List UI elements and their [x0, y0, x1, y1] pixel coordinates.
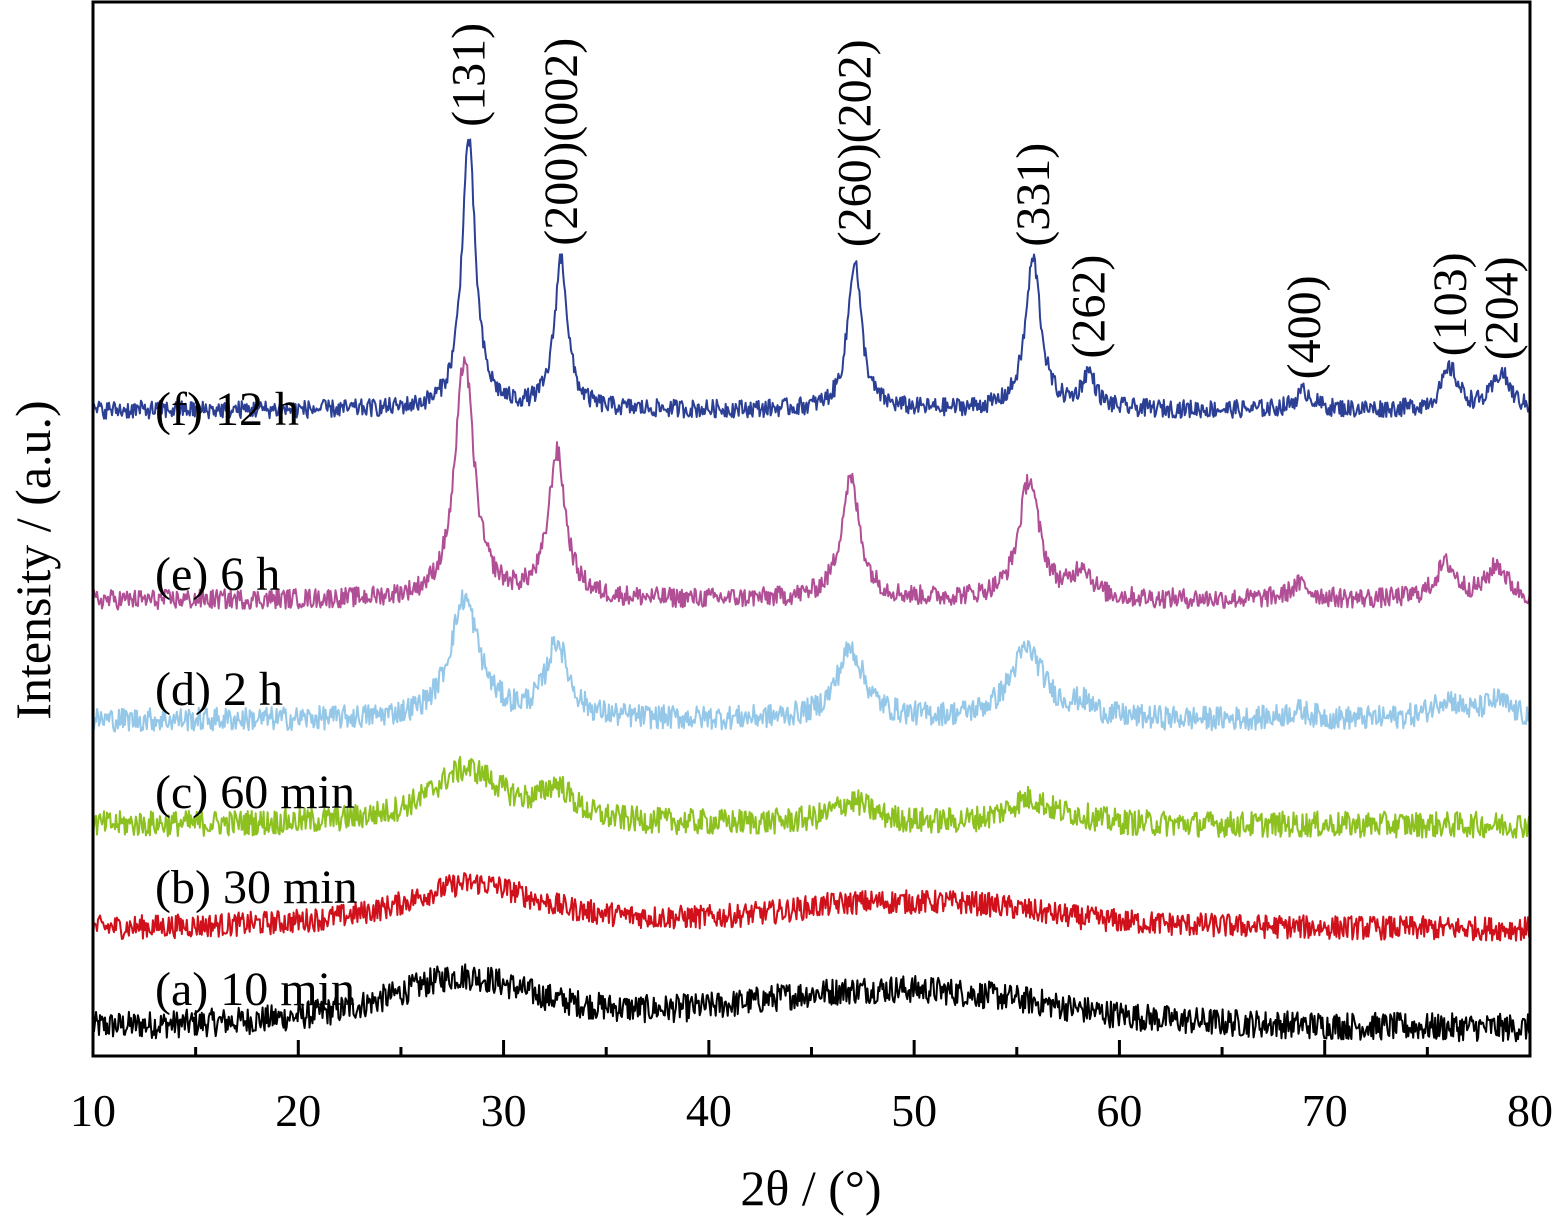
x-axis-title: 2θ / (°)	[740, 1160, 881, 1216]
series-label-1: (b) 30 min	[155, 861, 358, 914]
series-line-4	[92, 356, 1531, 611]
peak-label-1: (200)(002)	[535, 38, 588, 246]
peak-label-7: (204)	[1475, 256, 1528, 360]
x-tick-label-3: 40	[686, 1085, 732, 1136]
x-tick-label-6: 70	[1302, 1085, 1348, 1136]
x-axis-ticks: 10 20 30 40 50 60 70 80	[70, 1040, 1553, 1136]
x-tick-label-7: 80	[1507, 1085, 1553, 1136]
series-label-0: (a) 10 min	[155, 963, 355, 1016]
series-labels: (a) 10 min (b) 30 min (c) 60 min (d) 2 h (e)…	[155, 383, 358, 1016]
y-axis-title: Intensity / (a.u.)	[5, 400, 61, 719]
series-line-5	[92, 138, 1531, 420]
peak-label-4: (262)	[1063, 255, 1116, 359]
series-line-1	[92, 872, 1531, 942]
x-tick-label-2: 30	[481, 1085, 527, 1136]
peak-label-2: (260)(202)	[829, 39, 882, 247]
peak-labels: (131) (200)(002) (260)(202) (331)(262) (400)…	[443, 23, 1529, 380]
series-line-2	[92, 755, 1531, 839]
x-tick-label-5: 60	[1096, 1085, 1142, 1136]
peak-label-0: (131)	[443, 23, 496, 127]
series-label-3: (d) 2 h	[155, 663, 283, 716]
series-label-5: (f) 12 h	[155, 383, 299, 436]
series-line-0	[92, 963, 1531, 1043]
x-tick-label-4: 50	[891, 1085, 937, 1136]
peak-label-5: (400)	[1278, 275, 1331, 379]
peak-label-3: (331)	[1007, 143, 1060, 247]
peak-label-6: (103)	[1424, 252, 1477, 356]
series-layer	[92, 138, 1531, 1043]
series-label-2: (c) 60 min	[155, 766, 355, 819]
series-label-4: (e) 6 h	[155, 548, 280, 601]
x-tick-label-1: 20	[275, 1085, 321, 1136]
series-line-3	[92, 589, 1531, 733]
x-tick-label-0: 10	[70, 1085, 116, 1136]
